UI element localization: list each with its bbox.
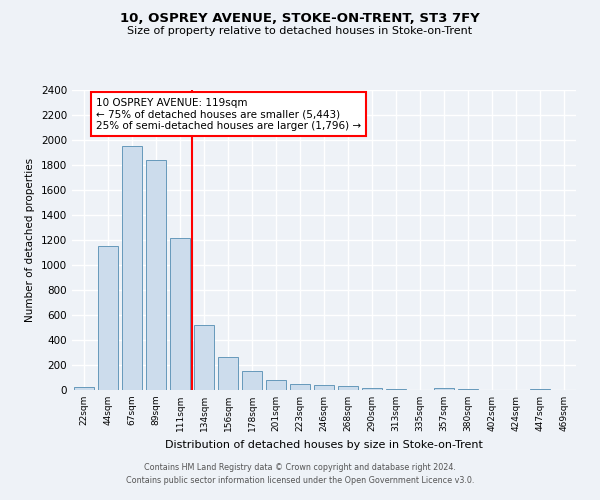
Text: Contains public sector information licensed under the Open Government Licence v3: Contains public sector information licen… xyxy=(126,476,474,485)
Bar xyxy=(194,325,214,390)
Y-axis label: Number of detached properties: Number of detached properties xyxy=(25,158,35,322)
Bar xyxy=(218,357,238,390)
Bar xyxy=(338,386,358,390)
Text: 10 OSPREY AVENUE: 119sqm
← 75% of detached houses are smaller (5,443)
25% of sem: 10 OSPREY AVENUE: 119sqm ← 75% of detach… xyxy=(96,98,361,130)
X-axis label: Distribution of detached houses by size in Stoke-on-Trent: Distribution of detached houses by size … xyxy=(165,440,483,450)
Bar xyxy=(146,160,166,390)
Bar xyxy=(362,388,382,390)
Text: 10, OSPREY AVENUE, STOKE-ON-TRENT, ST3 7FY: 10, OSPREY AVENUE, STOKE-ON-TRENT, ST3 7… xyxy=(120,12,480,26)
Bar xyxy=(122,146,142,390)
Bar xyxy=(74,387,94,390)
Bar xyxy=(314,385,334,390)
Bar xyxy=(266,380,286,390)
Bar xyxy=(434,388,454,390)
Bar xyxy=(290,384,310,390)
Bar xyxy=(386,389,406,390)
Text: Contains HM Land Registry data © Crown copyright and database right 2024.: Contains HM Land Registry data © Crown c… xyxy=(144,464,456,472)
Bar xyxy=(242,371,262,390)
Text: Size of property relative to detached houses in Stoke-on-Trent: Size of property relative to detached ho… xyxy=(127,26,473,36)
Bar xyxy=(98,246,118,390)
Bar xyxy=(170,238,190,390)
